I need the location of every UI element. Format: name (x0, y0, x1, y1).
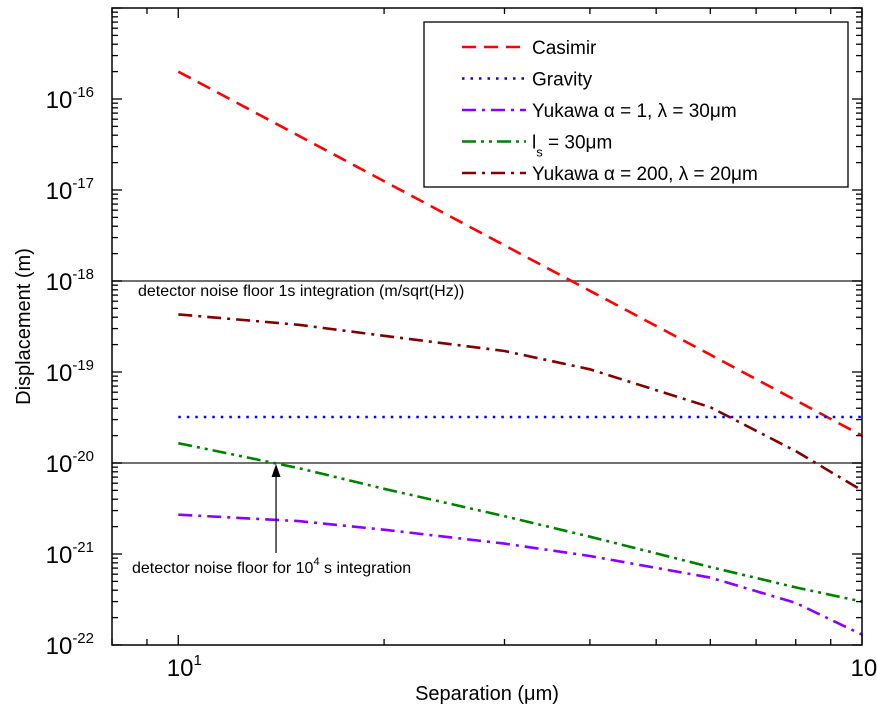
x-tick-label: 102 (850, 652, 877, 682)
annotation-noise-floor-1s: detector noise floor 1s integration (m/s… (138, 283, 464, 300)
y-tick-label: 10-18 (46, 266, 94, 296)
legend-label-4: ls = 30μm (532, 133, 612, 160)
annotation-noise-floor-1e4s: detector noise floor for 104 s integrati… (132, 556, 411, 577)
series-line-3 (178, 513, 863, 636)
y-axis-label: Displacement (m) (13, 248, 35, 405)
legend-label-1: Casimir (532, 38, 597, 59)
series-line-4 (178, 441, 863, 603)
plot-frame (111, 7, 863, 646)
y-tick-label: 10-16 (46, 84, 94, 114)
y-tick-label: 10-21 (46, 539, 94, 569)
y-tick-label: 10-19 (46, 357, 94, 387)
legend-label-2: Gravity (532, 70, 593, 91)
y-tick-label: 10-20 (46, 448, 94, 478)
series-line-5 (178, 313, 863, 492)
y-tick-label: 10-17 (46, 175, 94, 205)
series-line-1 (177, 70, 863, 437)
annotation-arrow-head (271, 464, 281, 477)
legend-box (423, 21, 849, 188)
y-tick-label: 10-22 (46, 630, 94, 660)
x-tick-label: 101 (167, 652, 202, 682)
legend-label-3: Yukawa α = 1, λ = 30μm (532, 101, 737, 122)
legend-label-5: Yukawa α = 200, λ = 20μm (532, 164, 758, 185)
x-axis-label: Separation (μm) (415, 683, 559, 705)
